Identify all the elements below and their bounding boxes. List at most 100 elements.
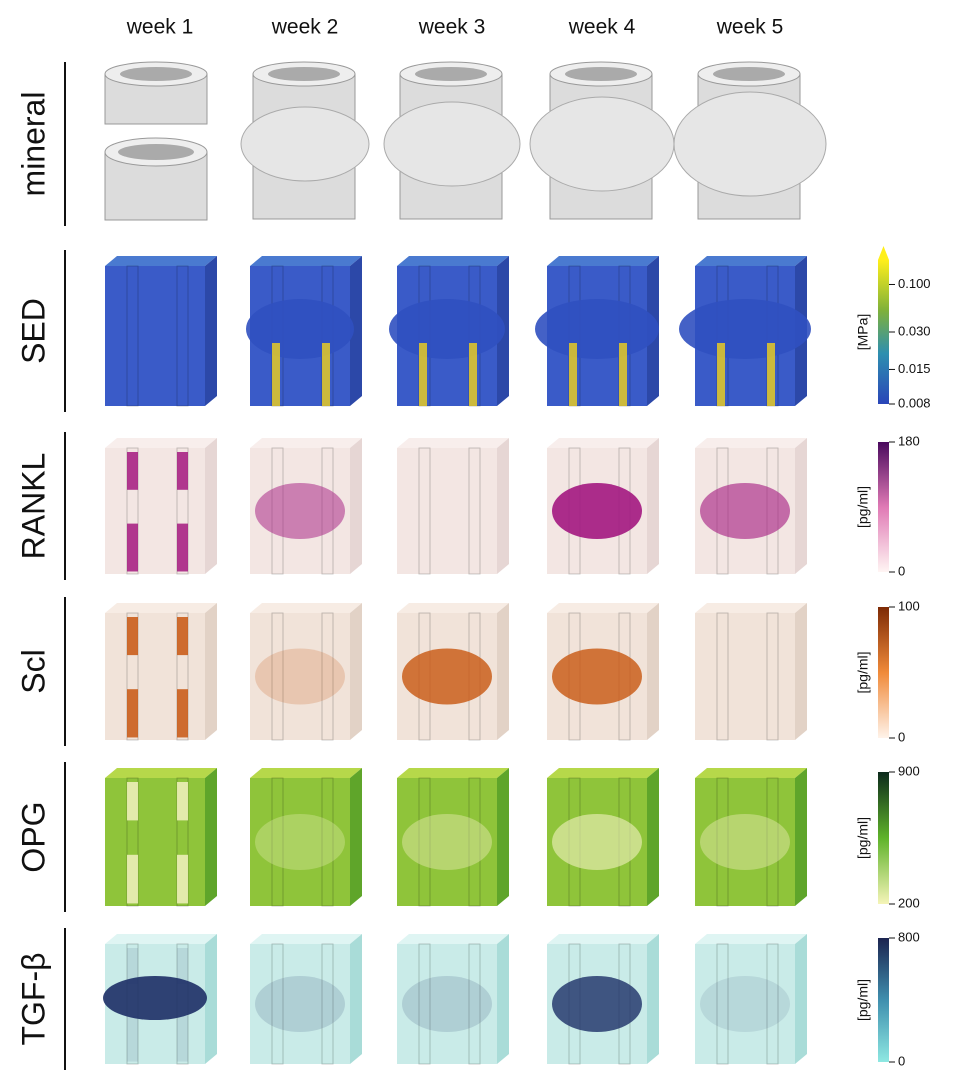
colorbar-unit: [pg/ml] [855, 651, 871, 693]
colorbar-tick-label: 100 [898, 598, 920, 613]
hotspot [177, 524, 188, 572]
render-image [397, 438, 509, 574]
box-top [105, 934, 217, 944]
box-front [105, 448, 205, 574]
render-image [397, 934, 509, 1064]
box-side [350, 934, 362, 1064]
render-image [547, 934, 659, 1064]
colorbar [878, 260, 889, 404]
colorbar [878, 938, 889, 1062]
box-top [547, 603, 659, 613]
colorbar [878, 607, 889, 738]
box-front [105, 266, 205, 406]
render-image [695, 934, 807, 1064]
hotspot [469, 343, 477, 406]
row-label: mineral [15, 92, 51, 197]
hotspot [177, 782, 188, 820]
box-side [497, 934, 509, 1064]
render-image [105, 438, 217, 574]
colorbar-tick-label: 180 [898, 433, 920, 448]
hotspot [177, 855, 188, 904]
hotspot [272, 343, 280, 406]
box-side [795, 934, 807, 1064]
render-image [250, 438, 362, 574]
row-label: SED [15, 298, 51, 364]
row-label: Scl [15, 649, 51, 693]
hotspot [127, 782, 138, 820]
column-header: week 5 [716, 16, 784, 39]
hotspot [402, 649, 492, 705]
hotspot [255, 649, 345, 705]
callus [384, 102, 520, 186]
bone-hole [120, 67, 192, 81]
hotspot [552, 649, 642, 705]
hotspot [127, 855, 138, 904]
box-top [397, 438, 509, 448]
colorbar-unit: [pg/ml] [855, 486, 871, 528]
box-top [695, 256, 807, 266]
box-top [250, 438, 362, 448]
row-label: TGF-β [15, 952, 51, 1045]
colorbar [878, 442, 889, 572]
box-top [695, 603, 807, 613]
colorbar-tick-label: 0.030 [898, 323, 931, 338]
hotspot [552, 483, 642, 539]
box-side [350, 603, 362, 740]
box-side [647, 768, 659, 906]
box-side [647, 934, 659, 1064]
box-side [205, 438, 217, 574]
box-top [105, 603, 217, 613]
render-image [105, 62, 207, 220]
box-top [397, 934, 509, 944]
hotspot [177, 1016, 188, 1062]
bone-hole [565, 67, 637, 81]
colorbar-tick-label: 800 [898, 929, 920, 944]
callus [241, 107, 369, 181]
render-image [389, 256, 509, 406]
hotspot [322, 343, 330, 406]
colorbar-arrow [878, 246, 889, 260]
colorbar-tick-label: 0.015 [898, 361, 931, 376]
box-side [350, 768, 362, 906]
colorbar-tick-label: 0 [898, 1053, 905, 1068]
hotspot [552, 976, 642, 1032]
column-header: week 4 [568, 16, 636, 39]
hotspot [402, 814, 492, 870]
box-side [205, 768, 217, 906]
render-image [105, 256, 217, 406]
render-image [695, 768, 807, 906]
colorbar-unit: [pg/ml] [855, 979, 871, 1021]
colorbar-tick-label: 900 [898, 763, 920, 778]
hotspot [127, 689, 138, 737]
box-top [105, 768, 217, 778]
bone-hole [118, 144, 194, 160]
hotspot [177, 452, 188, 490]
figure: week 1week 2week 3week 4week 5mineralSED… [0, 0, 960, 1074]
render-image [397, 603, 509, 740]
render-image [530, 62, 674, 219]
render-image [103, 934, 217, 1064]
hotspot [767, 343, 775, 406]
bone-hole [713, 67, 785, 81]
box-top [397, 603, 509, 613]
hotspot [700, 814, 790, 870]
hotspot [700, 976, 790, 1032]
box-side [205, 603, 217, 740]
box-top [695, 438, 807, 448]
render-image [105, 603, 217, 740]
bone-hole [415, 67, 487, 81]
box-top [397, 256, 509, 266]
render-image [535, 256, 659, 406]
colorbar-tick-label: 0 [898, 563, 905, 578]
render-image [246, 256, 362, 406]
box-top [250, 934, 362, 944]
render-image [384, 62, 520, 219]
hotspot [127, 1016, 138, 1062]
box-top [547, 768, 659, 778]
hotspot [255, 976, 345, 1032]
render-image [397, 768, 509, 906]
render-image [547, 603, 659, 740]
render-image [105, 768, 217, 906]
colorbar-unit: [pg/ml] [855, 817, 871, 859]
column-header: week 2 [271, 16, 339, 39]
